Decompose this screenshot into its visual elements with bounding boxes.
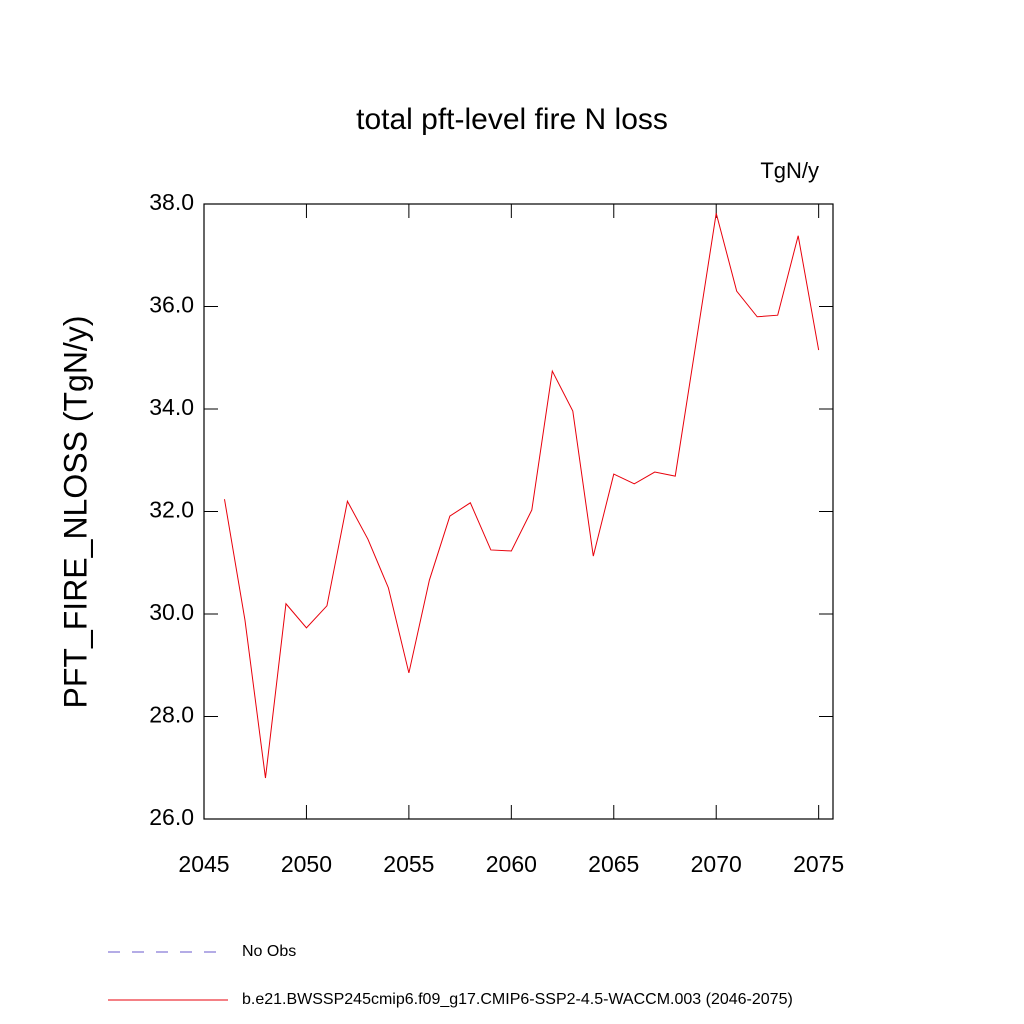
y-tick-label: 34.0 (149, 394, 194, 420)
legend-label: No Obs (242, 943, 296, 960)
y-tick-label: 26.0 (149, 804, 194, 830)
plot-frame (203, 203, 834, 820)
x-tick-label: 2075 (793, 851, 844, 877)
x-tick-label: 2065 (588, 851, 639, 877)
y-tick-label: 28.0 (149, 702, 194, 728)
y-tick-label: 36.0 (149, 292, 194, 318)
y-tick-label: 32.0 (149, 497, 194, 523)
x-tick-label: 2055 (383, 851, 434, 877)
units-label: TgN/y (760, 158, 819, 183)
y-axis-label: PFT_FIRE_NLOSS (TgN/y) (57, 316, 93, 709)
x-tick-label: 2070 (691, 851, 742, 877)
x-tick-label: 2050 (281, 851, 332, 877)
x-tick-label: 2060 (486, 851, 537, 877)
y-tick-label: 30.0 (149, 599, 194, 625)
chart-title: total pft-level fire N loss (356, 103, 668, 136)
legend-label: b.e21.BWSSP245cmip6.f09_g17.CMIP6-SSP2-4… (242, 991, 793, 1008)
data-line (223, 213, 820, 779)
y-tick-label: 38.0 (149, 189, 194, 215)
x-tick-label: 2045 (178, 851, 229, 877)
